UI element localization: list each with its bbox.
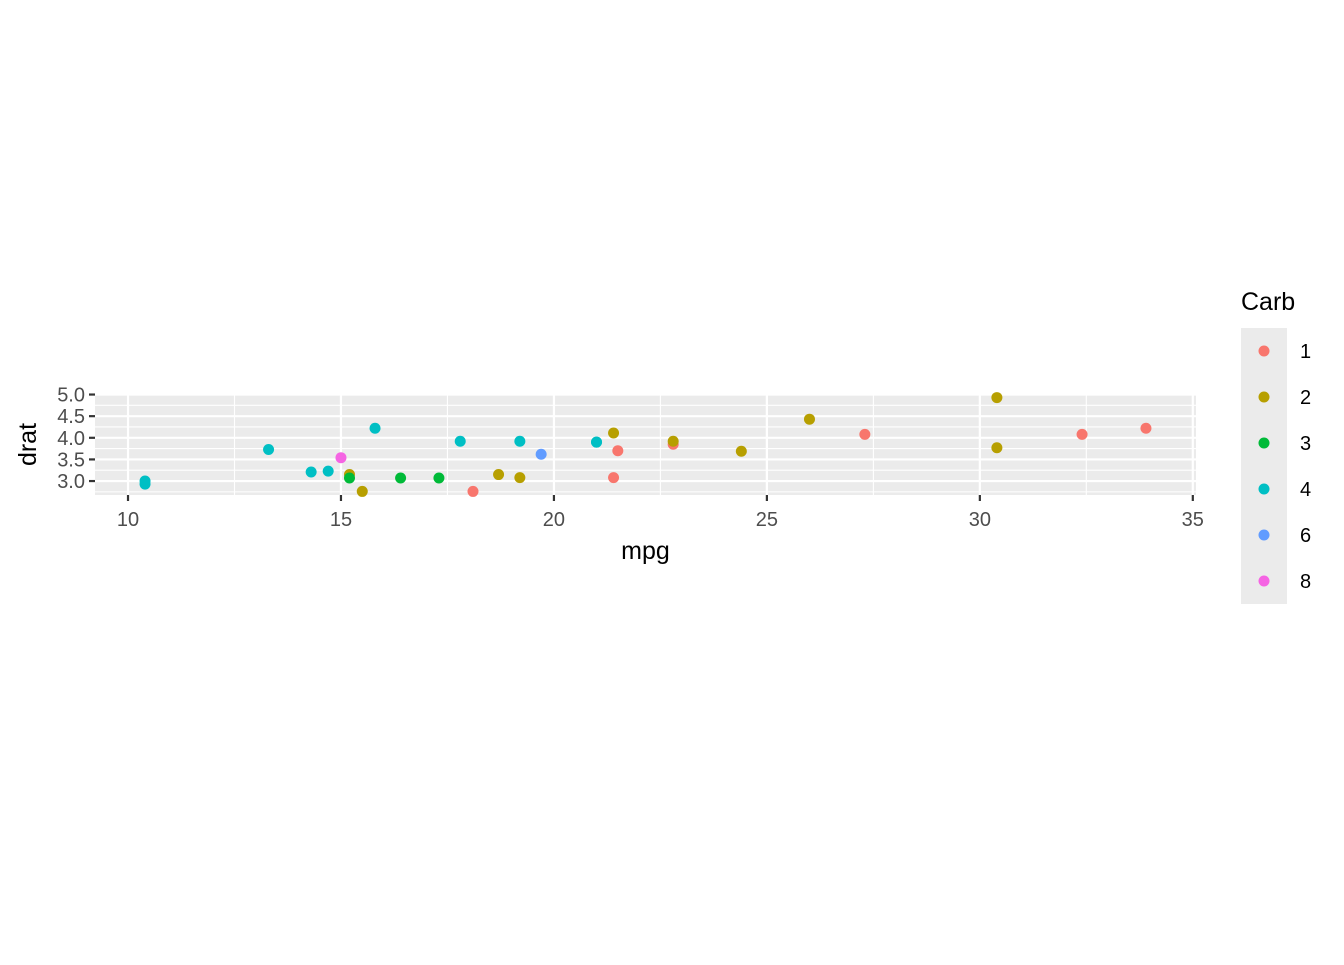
x-tick-label: 10 xyxy=(117,509,139,531)
data-point-carb-2 xyxy=(356,485,368,497)
legend-label-carb-3: 3 xyxy=(1300,433,1311,455)
x-axis: 10 15 20 25 30 35 xyxy=(117,495,1204,531)
data-point-carb-2 xyxy=(608,427,620,439)
legend-key-carb-3 xyxy=(1258,437,1270,449)
data-point-carb-2 xyxy=(667,435,679,447)
legend-label-carb-8: 8 xyxy=(1300,571,1311,593)
legend-key-carb-1 xyxy=(1258,345,1270,357)
legend-key-carb-6 xyxy=(1258,529,1270,541)
legend-key-carb-8 xyxy=(1258,575,1270,587)
legend-key-background xyxy=(1241,328,1287,604)
major-gridlines xyxy=(95,393,1196,495)
data-point-carb-2 xyxy=(803,413,815,425)
data-point-carb-4 xyxy=(322,465,334,477)
data-point-carb-4 xyxy=(454,435,466,447)
data-point-carb-1 xyxy=(467,485,479,497)
data-point-carb-2 xyxy=(493,469,505,481)
data-point-carb-4 xyxy=(591,436,603,448)
legend-label-carb-6: 6 xyxy=(1300,525,1311,547)
y-tick-label: 4.0 xyxy=(57,428,85,450)
data-point-carb-4 xyxy=(263,443,275,455)
data-point-carb-4 xyxy=(514,435,526,447)
data-point-carb-3 xyxy=(343,472,355,484)
legend-items: 1 2 3 4 6 8 xyxy=(1258,341,1311,593)
data-point-carb-4 xyxy=(139,475,151,487)
legend-key-carb-4 xyxy=(1258,483,1270,495)
legend: Carb 1 2 3 4 6 8 xyxy=(1241,288,1311,604)
data-point-carb-1 xyxy=(1076,428,1088,440)
data-point-carb-4 xyxy=(305,466,317,478)
x-tick-label: 35 xyxy=(1182,509,1204,531)
legend-key-carb-2 xyxy=(1258,391,1270,403)
y-tick-label: 4.5 xyxy=(57,406,85,428)
y-tick-label: 3.0 xyxy=(57,471,85,493)
plot-panel xyxy=(95,394,1196,495)
y-tick-label: 3.5 xyxy=(57,449,85,471)
data-point-carb-1 xyxy=(859,428,871,440)
data-point-carb-3 xyxy=(433,472,445,484)
data-point-carb-2 xyxy=(735,445,747,457)
y-axis: 3.03.54.04.55.0 xyxy=(57,385,95,493)
data-point-carb-6 xyxy=(535,448,547,460)
data-point-carb-1 xyxy=(608,472,620,484)
y-axis-title: drat xyxy=(14,423,42,466)
data-point-carb-1 xyxy=(1140,422,1152,434)
x-tick-label: 15 xyxy=(330,509,352,531)
data-point-carb-1 xyxy=(612,445,624,457)
legend-label-carb-2: 2 xyxy=(1300,387,1311,409)
minor-gridlines xyxy=(95,394,1196,495)
x-tick-label: 20 xyxy=(543,509,565,531)
data-point-carb-8 xyxy=(335,452,347,464)
data-point-carb-2 xyxy=(991,442,1003,454)
legend-label-carb-4: 4 xyxy=(1300,479,1311,501)
legend-title: Carb xyxy=(1241,288,1295,316)
x-axis-title: mpg xyxy=(621,537,670,565)
data-point-carb-4 xyxy=(369,422,381,434)
data-point-carb-3 xyxy=(395,472,407,484)
data-points xyxy=(139,392,1152,497)
y-tick-label: 5.0 xyxy=(57,385,85,407)
legend-label-carb-1: 1 xyxy=(1300,341,1311,363)
x-tick-label: 30 xyxy=(969,509,991,531)
data-point-carb-2 xyxy=(514,472,526,484)
data-point-carb-2 xyxy=(991,392,1003,404)
x-tick-label: 25 xyxy=(756,509,778,531)
